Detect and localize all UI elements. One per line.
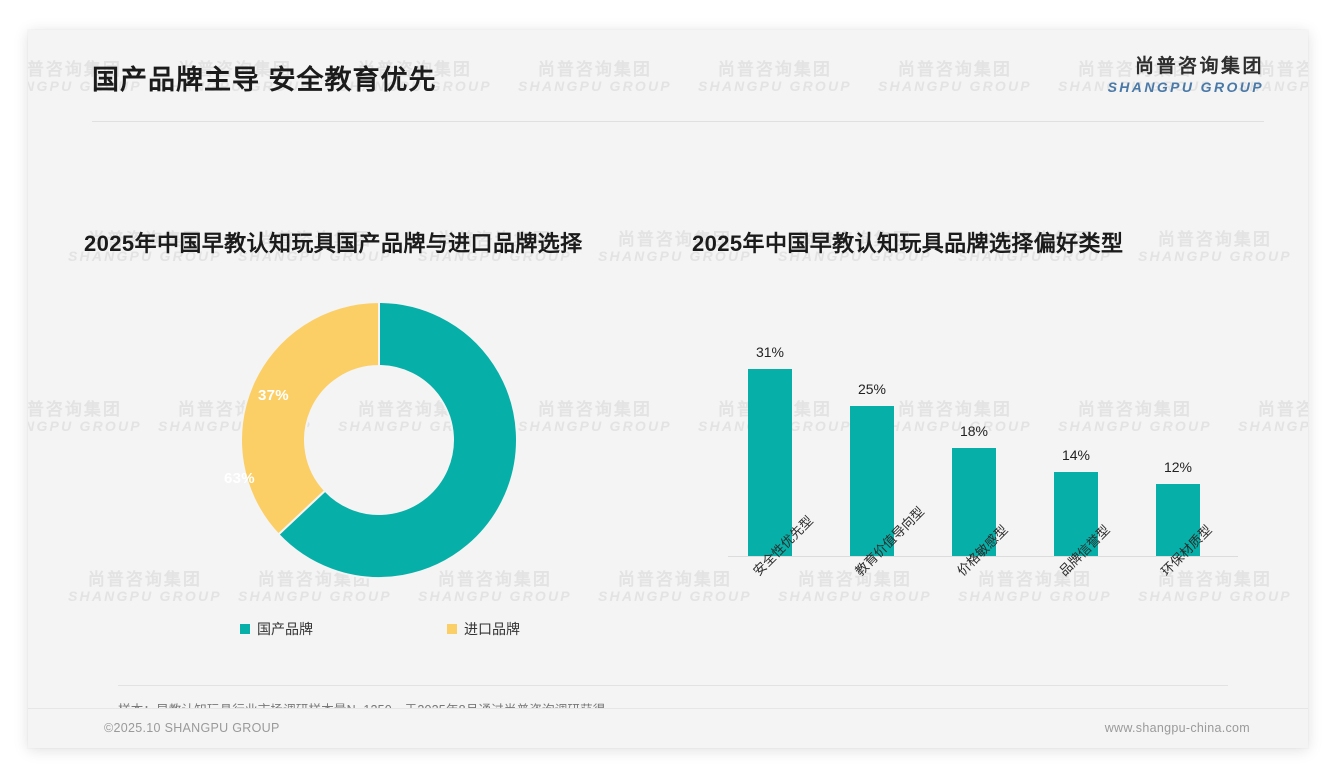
slide-header: 国产品牌主导 安全教育优先 尚普咨询集团 SHANGPU GROUP: [28, 30, 1308, 122]
bar-value-label: 14%: [1061, 447, 1091, 463]
bar-chart-axis: [728, 556, 1238, 557]
donut-svg: [240, 301, 518, 579]
legend-item-import[interactable]: 进口品牌: [447, 619, 520, 639]
bar-chart: 31% 25% 18% 14% 12%: [728, 305, 1238, 557]
legend-label-domestic: 国产品牌: [257, 621, 313, 637]
bar-column[interactable]: 14%: [1054, 305, 1098, 557]
bar-value-label: 12%: [1163, 459, 1193, 475]
legend-label-import: 进口品牌: [464, 621, 520, 637]
bar-rect[interactable]: [1054, 472, 1098, 557]
page-title: 国产品牌主导 安全教育优先: [92, 65, 437, 95]
donut-slice-domestic[interactable]: [276, 301, 518, 579]
slide-footer: ©2025.10 SHANGPU GROUP www.shangpu-china…: [28, 708, 1308, 748]
slide-content: 2025年中国早教认知玩具国产品牌与进口品牌选择 63% 37% 国产品牌: [28, 30, 1308, 748]
donut-slice-import[interactable]: [240, 301, 380, 536]
donut-value-import: 37%: [258, 387, 289, 404]
bar-column[interactable]: 25%: [850, 305, 894, 557]
header-divider: [92, 121, 1264, 122]
donut-chart: [240, 301, 518, 579]
legend-swatch-domestic: [240, 624, 250, 634]
bar-column[interactable]: 31%: [748, 305, 792, 557]
logo-text-en: SHANGPU GROUP: [1107, 78, 1264, 95]
logo-text-cn: 尚普咨询集团: [1134, 56, 1264, 77]
donut-chart-title: 2025年中国早教认知玩具国产品牌与进口品牌选择: [84, 231, 583, 256]
bar-value-label: 18%: [959, 423, 989, 439]
bar-column[interactable]: 12%: [1156, 305, 1200, 557]
bar-chart-title: 2025年中国早教认知玩具品牌选择偏好类型: [692, 231, 1124, 256]
company-logo: 尚普咨询集团 SHANGPU GROUP: [1108, 56, 1264, 96]
bar-rect[interactable]: [748, 369, 792, 557]
legend-swatch-import: [447, 624, 457, 634]
bar-rect[interactable]: [1156, 484, 1200, 557]
footer-divider: [28, 708, 1308, 709]
bar-value-label: 25%: [857, 381, 887, 397]
bar-column[interactable]: 18%: [952, 305, 996, 557]
legend-item-domestic[interactable]: 国产品牌: [240, 619, 313, 639]
bar-rect[interactable]: [952, 448, 996, 557]
bar-rect[interactable]: [850, 406, 894, 557]
donut-value-domestic: 63%: [224, 470, 255, 487]
donut-legend: 国产品牌 进口品牌: [240, 619, 520, 639]
bar-value-label: 31%: [755, 344, 785, 360]
footer-copyright: ©2025.10 SHANGPU GROUP: [104, 721, 280, 735]
footer-url[interactable]: www.shangpu-china.com: [1104, 721, 1250, 735]
